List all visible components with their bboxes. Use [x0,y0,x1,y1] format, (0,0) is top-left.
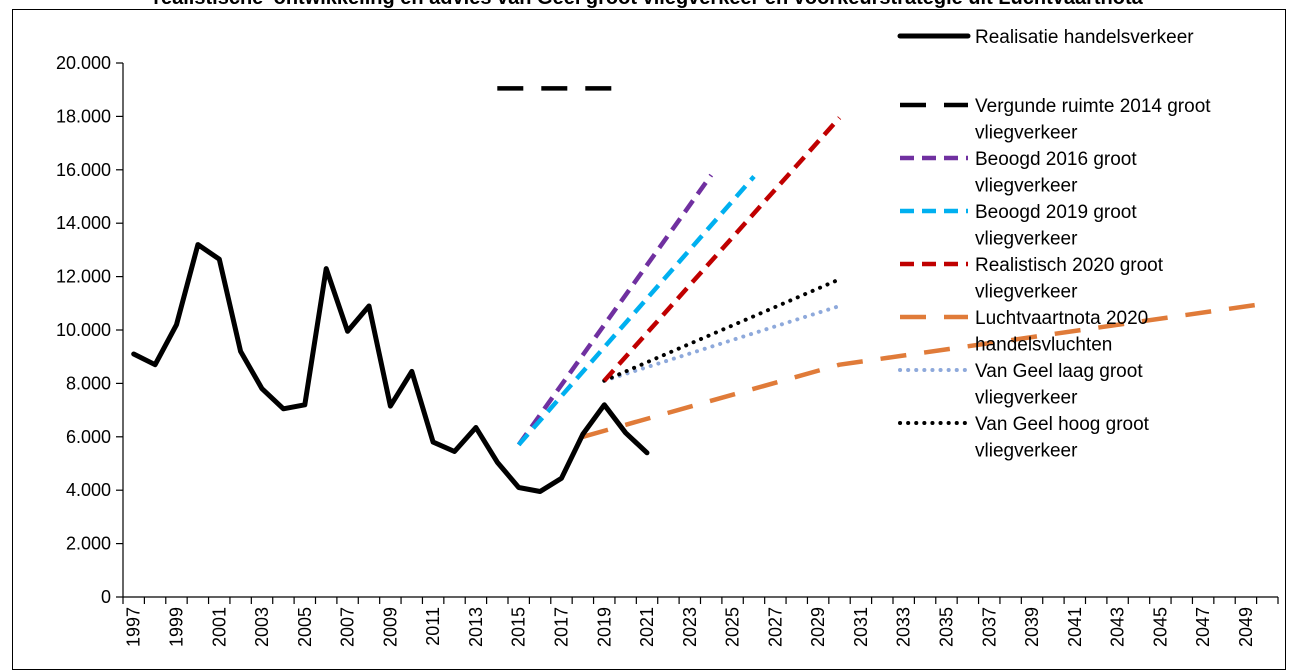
x-tick-label: 2007 [338,607,358,647]
series-line-8 [602,277,842,383]
x-tick-label: 2033 [894,607,914,647]
y-tick-label: 2.000 [66,534,111,554]
legend-item: Van Geel laag groot vliegverkeer [898,361,1143,409]
x-tick-label: 2015 [509,607,529,647]
y-tick-label: 0 [101,587,111,607]
legend-item: Luchtvaartnota 2020 handelsvluchten [900,308,1148,356]
x-tick-label: 1997 [124,607,144,647]
y-tick-label: 12.000 [56,267,111,287]
y-tick-label: 4.000 [66,480,111,500]
x-tick-label: 2013 [466,607,486,647]
x-tick-label: 2009 [380,607,400,647]
y-tick-label: 10.000 [56,320,111,340]
x-tick-label: 2035 [936,607,956,647]
x-tick-label: 2019 [594,607,614,647]
legend-item: Realistisch 2020 groot vliegverkeer [900,255,1164,303]
legend-label: Van Geel laag groot [975,361,1143,382]
x-tick-label: 2021 [637,607,657,647]
legend-item: Realisatie handelsverkeer [897,27,1194,48]
x-tick-label: 2005 [295,607,315,647]
x-tick-label: 2047 [1193,607,1213,647]
x-tick-label: 2045 [1150,607,1170,647]
y-tick-label: 18.000 [56,106,111,126]
x-tick-label: 2023 [680,607,700,647]
x-tick-label: 1999 [166,607,186,647]
chart-frame [12,9,1286,670]
series-group [131,86,1268,494]
axes: 0 2.000 4.000 6.000 8.000 10.000 12.000 14.000 1… [56,53,1279,647]
legend-label: Realistisch 2020 groot [975,255,1164,276]
legend-label: vliegverkeer [975,176,1078,197]
legend-label: vliegverkeer [975,388,1078,409]
legend-label: vliegverkeer [975,441,1078,462]
legend-item: Vergunde ruimte 2014 groot vliegverkeer [900,96,1211,144]
series-line-6 [582,301,1268,439]
legend-label: handelsvluchten [975,335,1112,356]
legend-label: Beoogd 2016 groot [975,149,1137,170]
legend-label: Realisatie handelsverkeer [975,27,1194,48]
x-tick-label: 2001 [209,607,229,647]
series-line-4 [517,175,756,447]
legend-label: vliegverkeer [975,229,1078,250]
legend-label: Beoogd 2019 groot [975,202,1137,223]
legend: Realisatie handelsverkeer Vergunde ruimte… [897,27,1211,462]
x-tick-label: 2031 [851,607,871,647]
y-tick-label: 8.000 [66,373,111,393]
legend-label: Vergunde ruimte 2014 groot [975,96,1211,117]
series-line-3 [516,173,714,447]
x-tick-label: 2017 [551,607,571,647]
x-tick-label: 2049 [1236,607,1256,647]
series-line-5 [602,116,842,383]
legend-label: vliegverkeer [975,123,1078,144]
legend-label: Van Geel hoog groot [975,414,1150,435]
y-tick-label: 6.000 [66,427,111,447]
series-line-7 [602,304,842,383]
x-tick-label: 2041 [1065,607,1085,647]
x-tick-label: 2037 [979,607,999,647]
y-tick-label: 20.000 [56,53,111,73]
series-line-1 [131,242,650,494]
x-tick-label: 2025 [723,607,743,647]
y-tick-label: 16.000 [56,160,111,180]
x-tick-label: 2011 [423,607,443,646]
legend-label: Luchtvaartnota 2020 [975,308,1148,329]
legend-item: Van Geel hoog groot vliegverkeer [898,414,1150,462]
x-tick-label: 2003 [252,607,272,647]
legend-label: vliegverkeer [975,282,1078,303]
x-tick-label: 2039 [1022,607,1042,647]
legend-item: Beoogd 2016 groot vliegverkeer [900,149,1137,197]
x-tick-label: 2029 [808,607,828,647]
y-tick-label: 14.000 [56,213,111,233]
legend-item: Beoogd 2019 groot vliegverkeer [900,202,1137,250]
x-tick-label: 2043 [1108,607,1128,647]
x-tick-label: 2027 [765,607,785,647]
chart-title: realistische' ontwikkeling en advies van… [0,0,1296,10]
